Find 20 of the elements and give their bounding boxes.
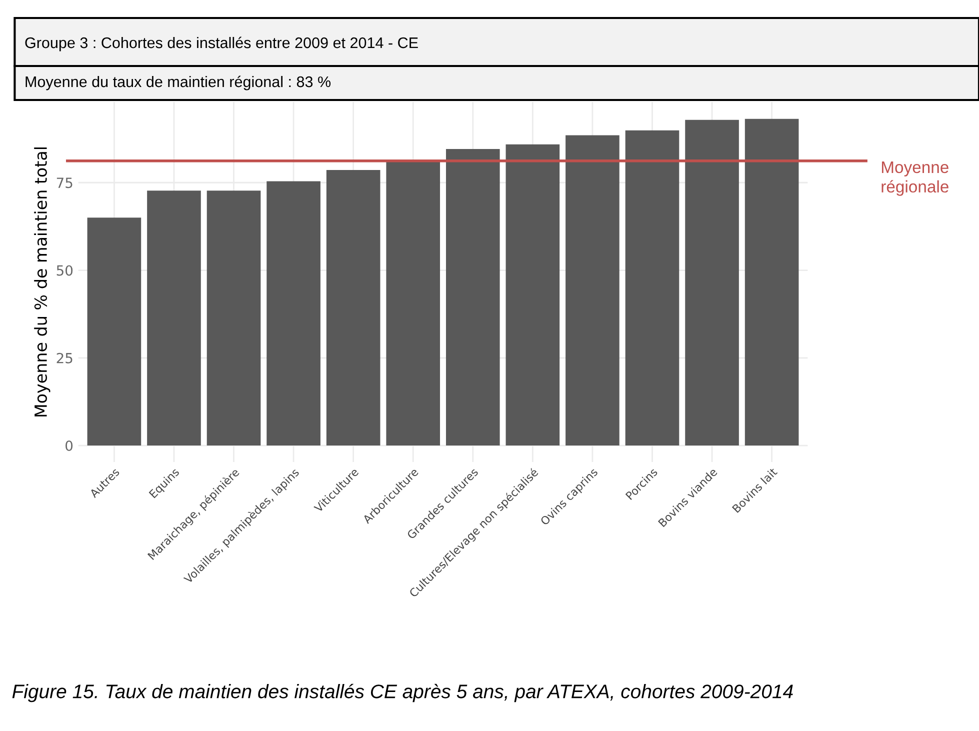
bar — [685, 120, 739, 446]
bar — [446, 148, 500, 446]
bar — [326, 170, 380, 446]
chart-title: Groupe 3 : Cohortes des installés entre 2009 et 2014 - CE — [25, 36, 418, 52]
bar — [87, 218, 142, 446]
bar — [625, 130, 680, 446]
y-tick-label: 25 — [56, 352, 72, 364]
y-axis-title: Moyenne du % de maintien total — [34, 148, 50, 416]
bar — [206, 190, 261, 446]
bar — [147, 190, 201, 446]
y-tick-label: 0 — [66, 440, 73, 451]
y-tick-label: 50 — [56, 265, 73, 276]
bar — [506, 144, 560, 446]
bar — [744, 118, 799, 446]
y-tick-label: 75 — [56, 178, 72, 188]
ref-line-label: Moyenne régionale — [882, 162, 948, 196]
bar — [566, 135, 620, 446]
caption: Figure 15. Taux de maintien des installés CE après 5 ans, par ATEXA, cohortes 2009-2014 — [12, 684, 793, 702]
chart-subtitle: Moyenne du taux de maintien régional : 83 % — [26, 76, 331, 90]
bar — [266, 181, 320, 446]
